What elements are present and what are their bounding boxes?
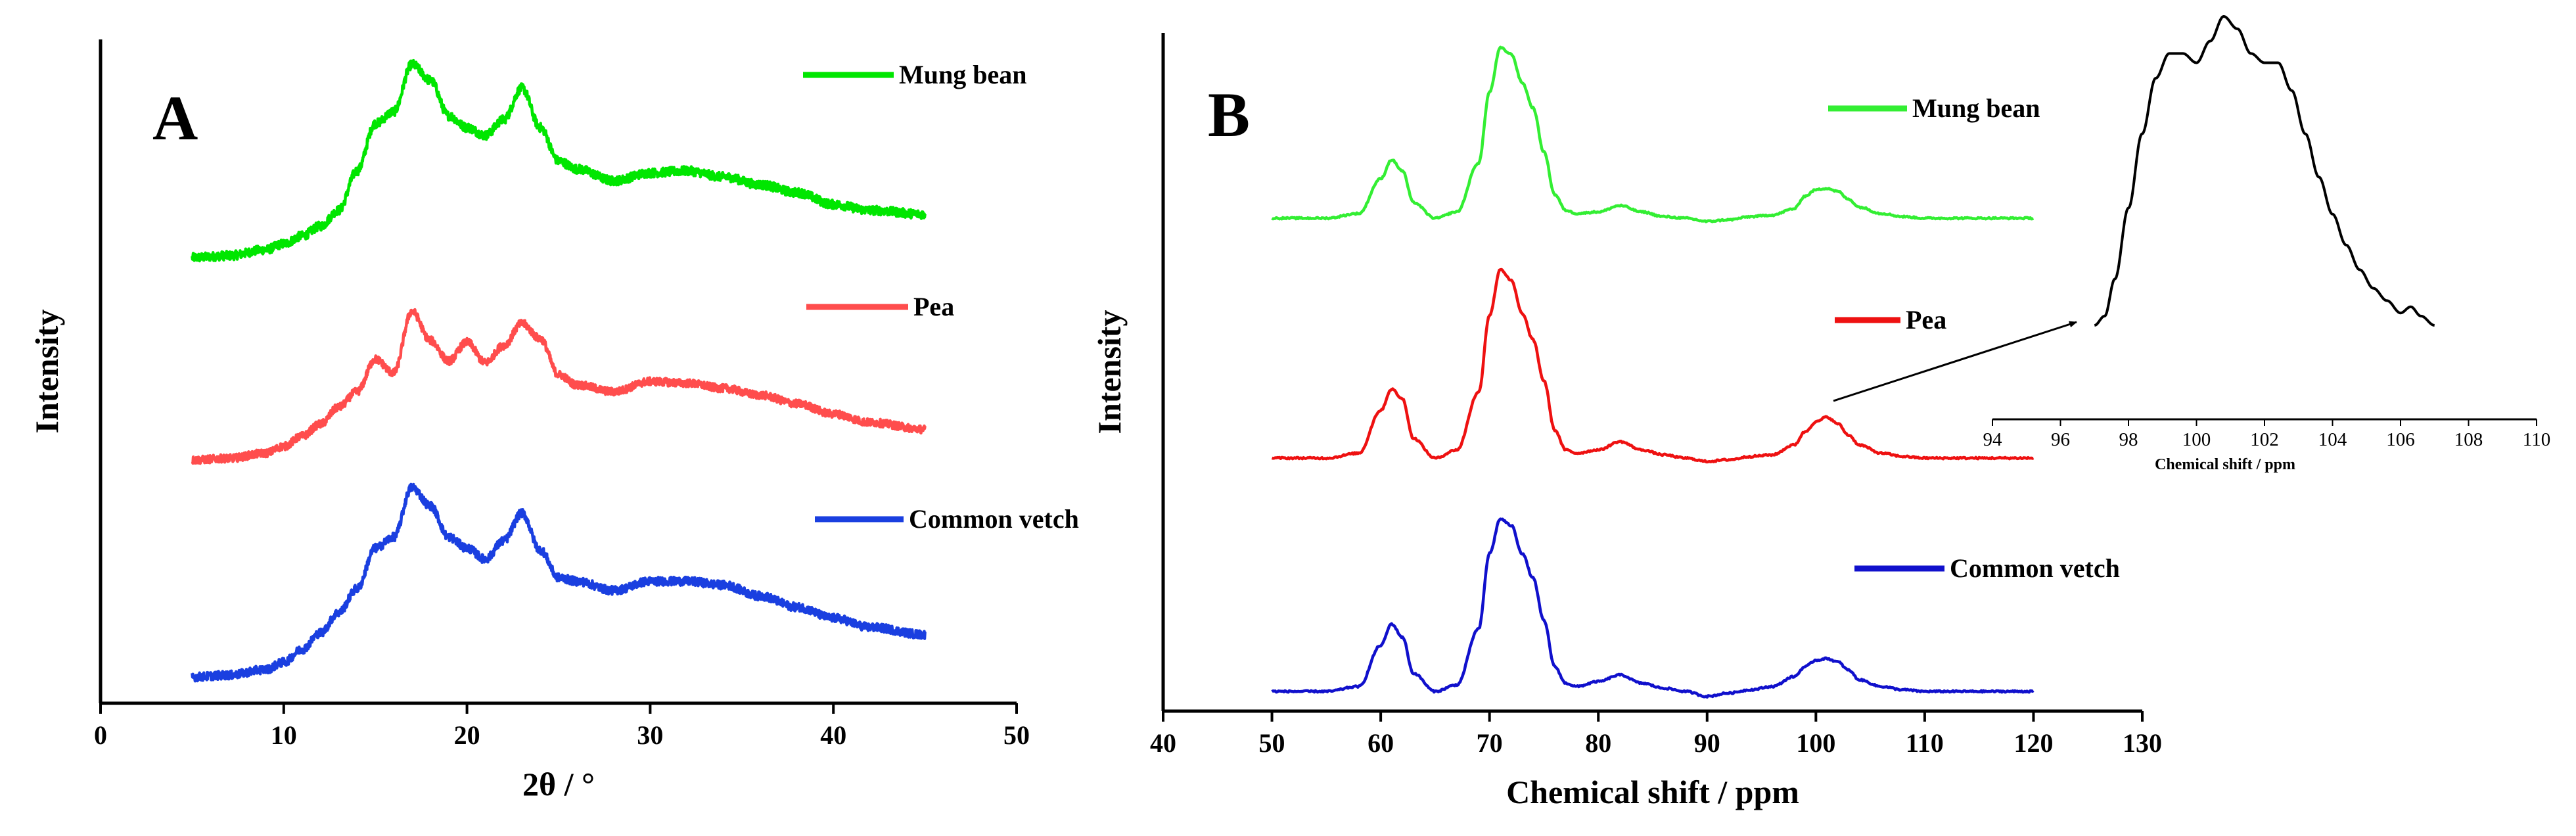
x-axis-title: 2θ / ° xyxy=(522,766,595,802)
x-tick-label: 60 xyxy=(1368,728,1394,758)
x-tick-label: 40 xyxy=(1150,728,1176,758)
panel-label-a: A xyxy=(152,83,198,153)
x-tick-label: 50 xyxy=(1259,728,1285,758)
x-tick-label: 104 xyxy=(2318,429,2347,450)
x-tick-label: 130 xyxy=(2123,728,2162,758)
annotation-arrow xyxy=(1833,321,2077,402)
x-axis-title: Chemical shift / ppm xyxy=(1506,774,1799,810)
series-line-pea xyxy=(191,308,927,465)
series-line-mung-bean xyxy=(1271,45,2035,223)
legend-label: Common vetch xyxy=(909,504,1079,534)
x-tick-label: 98 xyxy=(2119,429,2138,450)
legend-label: Pea xyxy=(1906,305,1946,335)
x-tick-label: 10 xyxy=(271,720,297,750)
x-tick-label: 108 xyxy=(2454,429,2483,450)
panel-label-b: B xyxy=(1208,80,1250,150)
x-tick-label: 70 xyxy=(1477,728,1503,758)
x-tick-label: 80 xyxy=(1585,728,1611,758)
panel-a: 0 10 20 30 40 50 2θ / ° Intensity Mung bean Pea Co… xyxy=(28,39,1079,802)
x-tick-label: 50 xyxy=(1003,720,1030,750)
x-tick-label: 40 xyxy=(820,720,846,750)
x-tick-label: 110 xyxy=(1906,728,1944,758)
series-line-inset xyxy=(2094,15,2435,327)
x-axis-title: Chemical shift / ppm xyxy=(2155,456,2295,473)
legend-label: Mung bean xyxy=(1912,93,2040,123)
legend-label: Pea xyxy=(913,292,954,321)
x-tick-label: 94 xyxy=(1983,429,2003,450)
panel-b: 40 50 60 70 80 90 100 110 120 130 Chemical shift /… xyxy=(1091,33,2162,810)
series-line-pea xyxy=(1271,267,2035,464)
legend-label: Mung bean xyxy=(899,60,1027,89)
x-tick-label: 30 xyxy=(637,720,663,750)
x-tick-label: 106 xyxy=(2386,429,2415,450)
x-tick-label: 20 xyxy=(454,720,480,750)
series-line-common-vetch xyxy=(191,482,927,683)
x-tick-label: 120 xyxy=(2013,728,2053,758)
x-tick-label: 0 xyxy=(94,720,107,750)
series-line-common-vetch xyxy=(1271,517,2035,699)
x-tick-label: 90 xyxy=(1694,728,1720,758)
series-line-mung-bean xyxy=(191,58,927,263)
legend-label: Common vetch xyxy=(1950,553,2120,583)
x-tick-label: 110 xyxy=(2523,429,2550,450)
x-tick-label: 100 xyxy=(2182,429,2211,450)
y-axis-title: Intensity xyxy=(28,310,65,434)
x-tick-label: 100 xyxy=(1796,728,1835,758)
x-tick-label: 96 xyxy=(2051,429,2070,450)
panel-b-inset: 94 96 98 100 102 104 106 108 110 Chemical shift /… xyxy=(1983,15,2550,473)
x-tick-label: 102 xyxy=(2250,429,2279,450)
y-axis-title: Intensity xyxy=(1091,310,1128,434)
